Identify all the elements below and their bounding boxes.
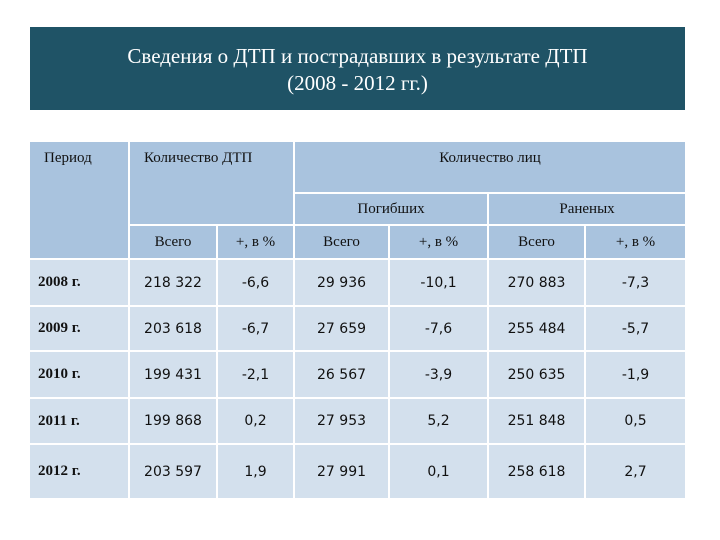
header-cell: Всего (487, 224, 587, 260)
table-cell: 199 431 (128, 350, 218, 399)
table-cell: 251 848 (487, 397, 587, 445)
table-cell: 270 883 (487, 258, 587, 307)
title-line: Сведения о ДТП и пострадавших в результа… (127, 44, 588, 68)
table-cell: 27 953 (293, 397, 391, 445)
table-cell: -10,1 (388, 258, 490, 307)
row-label: 2011 г. (28, 397, 130, 445)
header-cell: Количество ДТП (127, 140, 296, 226)
header-cell: +, в % (584, 224, 688, 260)
table-cell: -6,7 (215, 305, 296, 352)
table-cell: 203 618 (128, 305, 218, 352)
table-cell: 258 618 (487, 443, 587, 500)
table-cell: -2,1 (215, 350, 296, 399)
table-cell: 250 635 (487, 350, 587, 399)
header-cell: Раненых (487, 192, 688, 226)
header-cell: +, в % (388, 224, 490, 260)
table-cell: 0,1 (388, 443, 490, 500)
table-cell: 199 868 (128, 397, 218, 445)
table-cell: 5,2 (388, 397, 490, 445)
table-row: 2011 г. 199 868 0,2 27 953 5,2 251 848 0,5 (28, 397, 688, 445)
table-cell: 218 322 (128, 258, 218, 307)
row-label: 2010 г. (28, 350, 130, 399)
header-cell: Всего (128, 224, 218, 260)
table-body: Период Количество ДТП Количество лиц Пог… (28, 140, 688, 500)
header-cell: Период (28, 140, 130, 260)
table-row: 2008 г. 218 322 -6,6 29 936 -10,1 270 883 -7,3 (28, 258, 688, 307)
row-label: 2008 г. (28, 258, 130, 307)
table-cell: 29 936 (293, 258, 391, 307)
header-cell: +, в % (215, 224, 296, 260)
table-cell: 1,9 (215, 443, 296, 500)
table-row: 2009 г. 203 618 -6,7 27 659 -7,6 255 484 -5,7 (28, 305, 688, 352)
table-cell: -3,9 (388, 350, 490, 399)
table-cell: -1,9 (584, 350, 688, 399)
table-cell: -6,6 (215, 258, 296, 307)
table-cell: 0,5 (584, 397, 688, 445)
table: Период Количество ДТП Количество лиц Пог… (28, 140, 688, 500)
table-cell: 203 597 (128, 443, 218, 500)
table-cell: 26 567 (293, 350, 391, 399)
row-label: 2009 г. (28, 305, 130, 352)
table-row: 2010 г. 199 431 -2,1 26 567 -3,9 250 635 -1,9 (28, 350, 688, 399)
title-box: Сведения о ДТП и пострадавших в результа… (30, 27, 685, 110)
table-cell: -5,7 (584, 305, 688, 352)
header-cell: Количество лиц (293, 140, 688, 194)
table-cell: 255 484 (487, 305, 587, 352)
table-cell: 0,2 (215, 397, 296, 445)
table-cell: 2,7 (584, 443, 688, 500)
table-cell: -7,3 (584, 258, 688, 307)
table-row: 2012 г. 203 597 1,9 27 991 0,1 258 618 2,7 (28, 443, 688, 500)
table-cell: 27 991 (293, 443, 391, 500)
header-cell: Всего (293, 224, 391, 260)
table-cell: 27 659 (293, 305, 391, 352)
header-cell: Погибших (293, 192, 490, 226)
table-cell: -7,6 (388, 305, 490, 352)
title-line: (2008 - 2012 гг.) (287, 71, 428, 95)
row-label: 2012 г. (28, 443, 130, 500)
